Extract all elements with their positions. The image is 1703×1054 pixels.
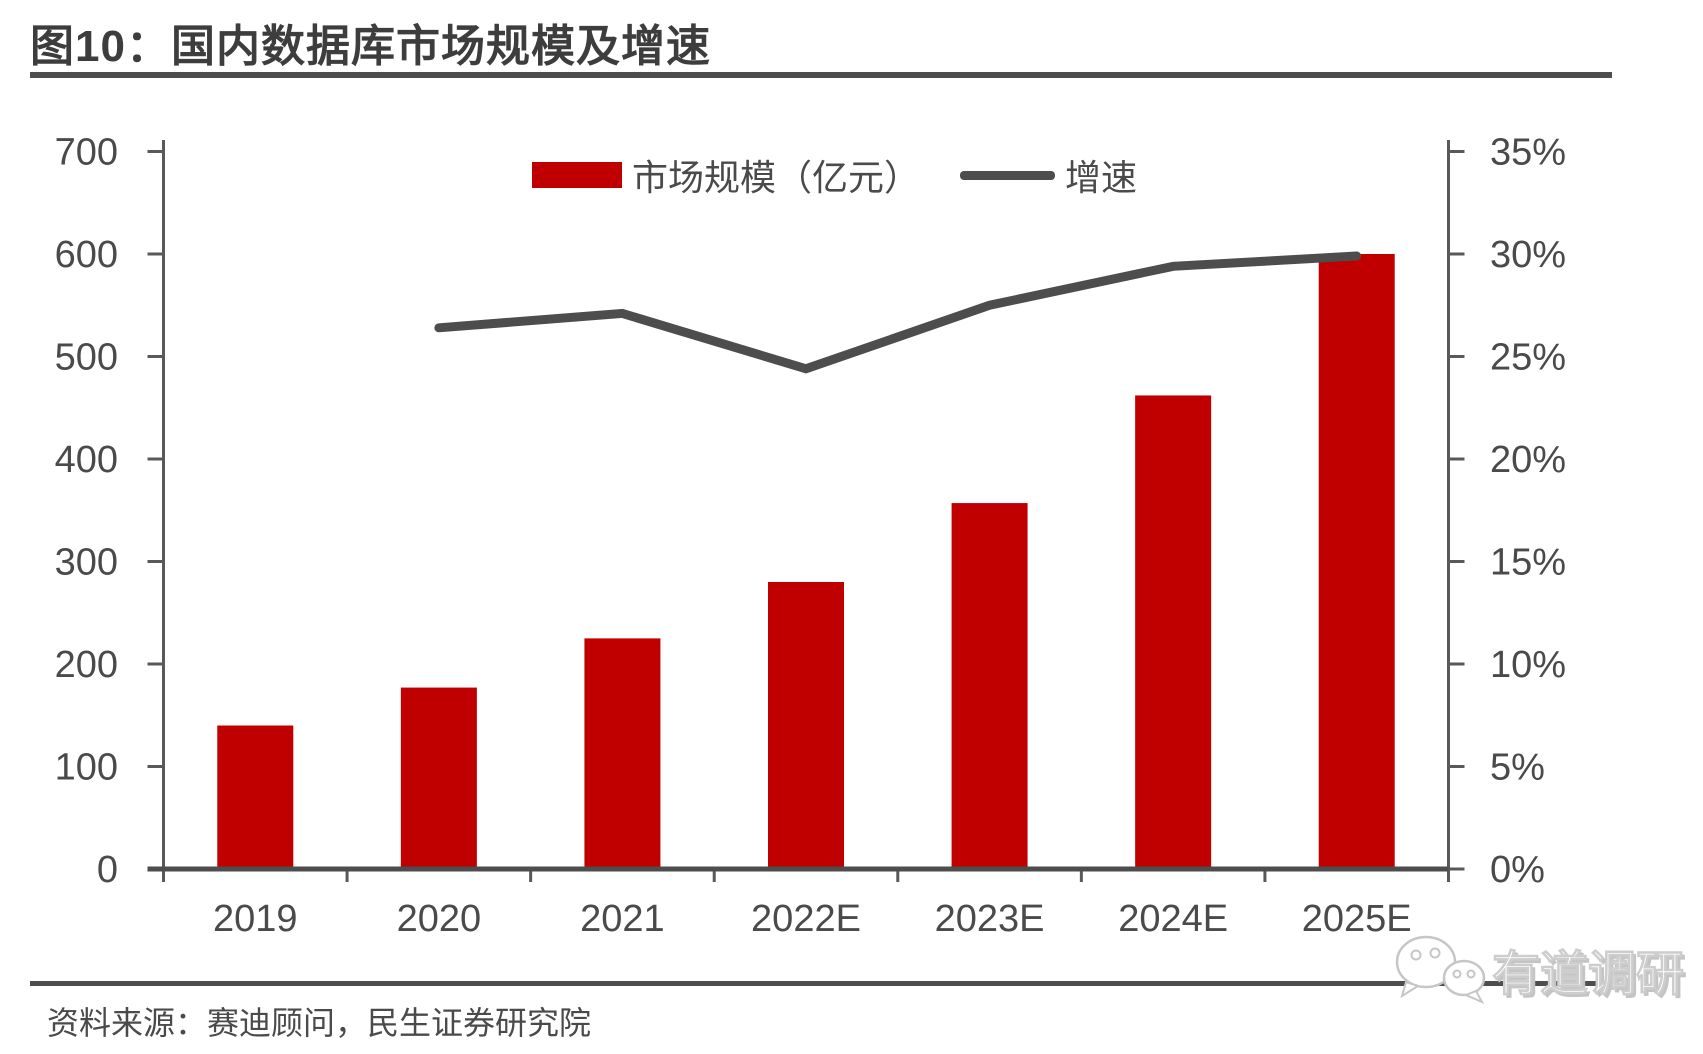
bar-2025E [1318,254,1395,869]
x-label-2023E: 2023E [935,898,1045,940]
bar-series-swatch [532,162,622,188]
right-axis-tick-label: 10% [1490,644,1566,686]
watermark: 有道调研 有道调研 [1395,935,1687,1005]
right-axis-tick-label: 35% [1490,132,1566,174]
legend-label-growth: 增速 [1065,157,1138,198]
figure-title: 图10：国内数据库市场规模及增速 [30,22,711,71]
left-axis-tick-label: 200 [55,644,118,686]
right-axis-tick-label: 0% [1490,849,1545,891]
left-axis-tick-label: 100 [55,747,118,789]
x-label-2020: 2020 [397,898,482,940]
left-axis-tick-label: 400 [55,439,118,481]
right-axis-tick-label: 15% [1490,542,1566,584]
right-axis-tick-label: 5% [1490,747,1545,789]
chart-legend: 市场规模（亿元） 增速 [532,150,1137,200]
x-label-2019: 2019 [213,898,298,940]
source-note: 资料来源：赛迪顾问，民生证券研究院 [47,1005,592,1041]
x-label-2025E: 2025E [1302,898,1412,940]
left-axis-tick-label: 700 [55,132,118,174]
left-axis-tick-label: 0 [97,849,118,891]
watermark-text-shadow: 有道调研 [1495,951,1687,1004]
legend-item-market-size: 市场规模（亿元） [532,149,920,201]
bar-2023E [951,503,1028,869]
title-underline [30,72,1612,78]
wechat-bubbles-icon [1395,935,1486,1005]
bar-2021 [584,638,661,869]
legend-label-market-size: 市场规模（亿元） [632,157,921,198]
x-label-2021: 2021 [580,898,665,940]
growth-line [434,251,1362,374]
right-axis-tick-label: 25% [1490,337,1566,379]
left-axis-tick-label: 300 [55,542,118,584]
bar-2019 [217,725,294,869]
legend-item-growth: 增速 [960,149,1137,201]
line-series-swatch [960,170,1056,180]
x-label-2024E: 2024E [1118,898,1228,940]
left-axis-tick-label: 600 [55,234,118,276]
left-axis-tick-label: 500 [55,337,118,379]
bar-2022E [768,582,844,869]
right-axis-tick-label: 30% [1490,234,1566,276]
watermark-text: 有道调研 [1492,948,1684,1001]
bar-2020 [400,687,477,869]
footer-divider [30,981,1612,986]
x-label-2022E: 2022E [751,898,861,940]
right-axis-tick-label: 20% [1490,439,1566,481]
bar-2024E [1135,395,1212,869]
